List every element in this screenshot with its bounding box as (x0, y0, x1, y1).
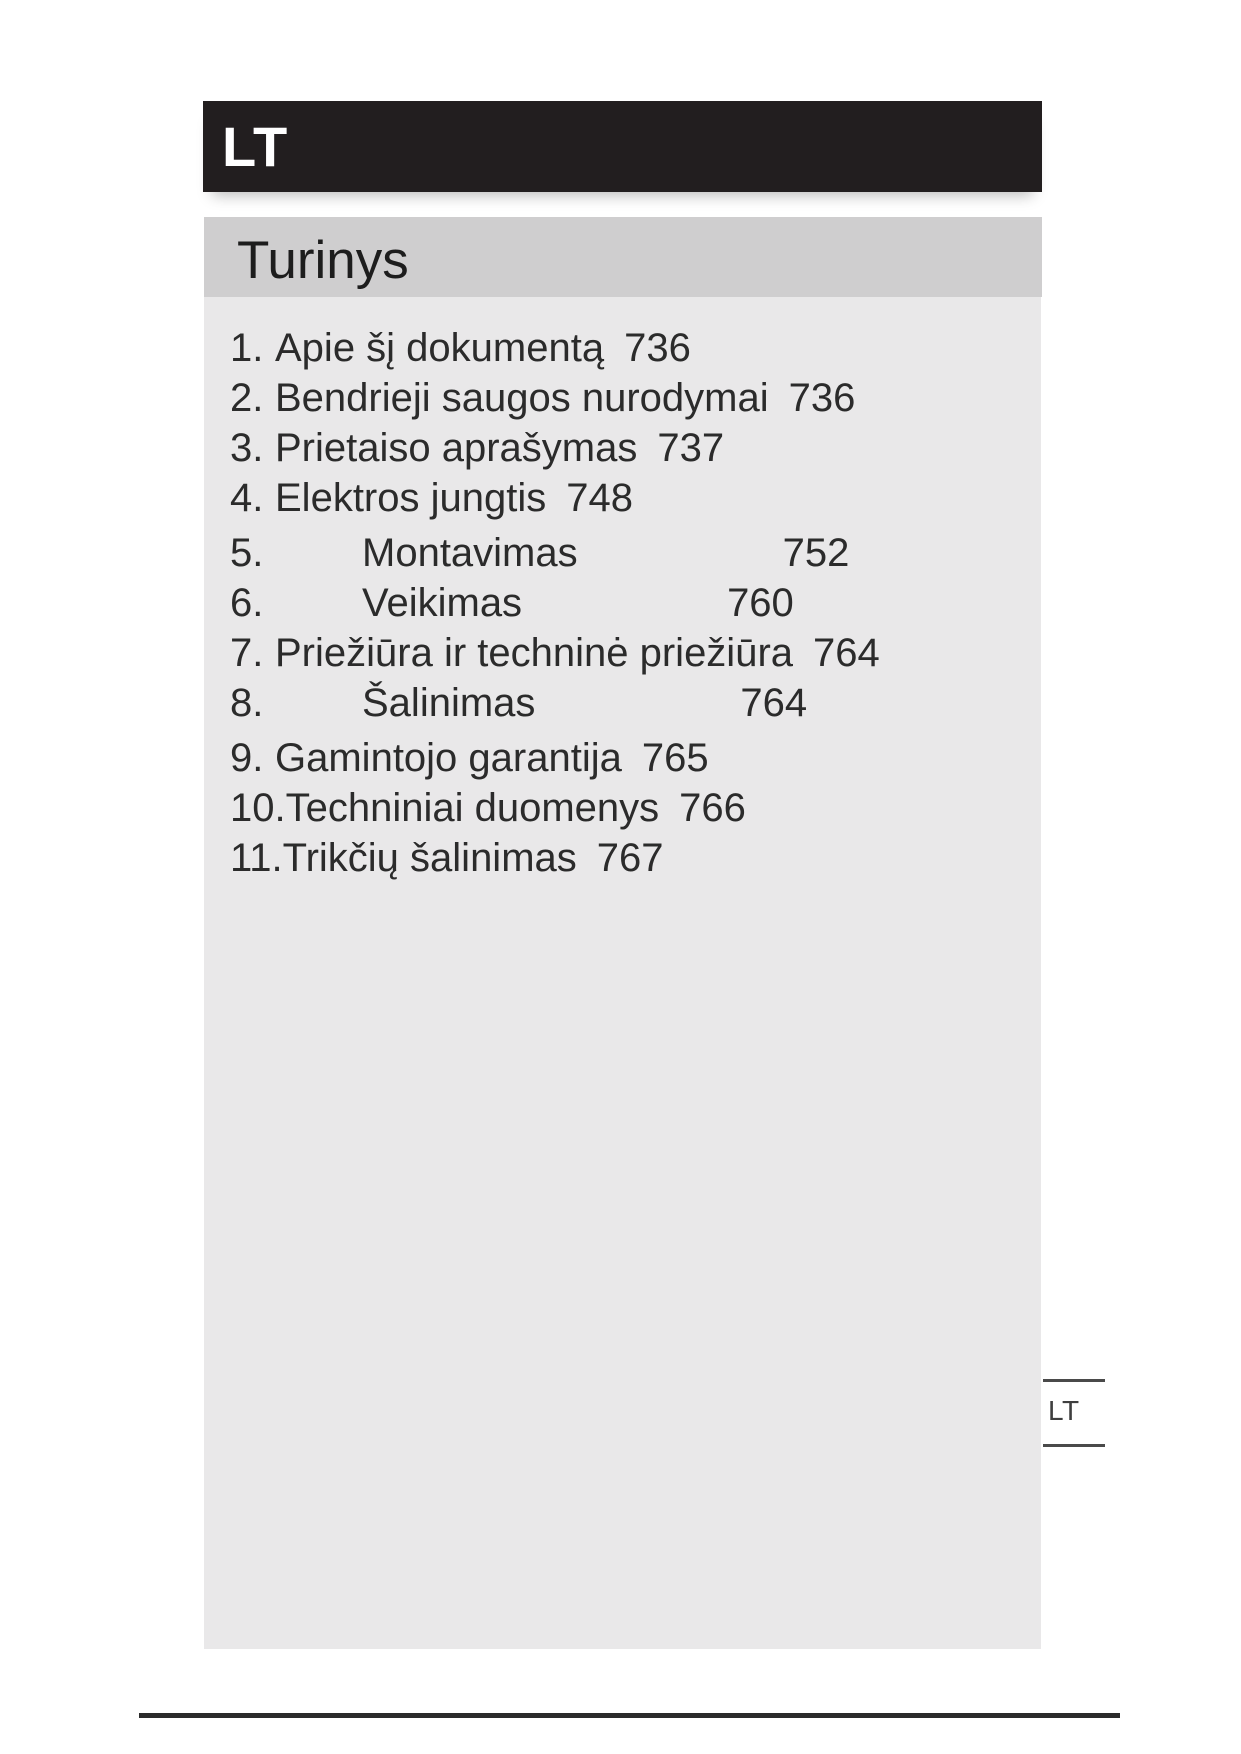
contents-header-band: Turinys (204, 217, 1042, 297)
toc-item-number: 6. (230, 581, 264, 625)
tab-top-rule (1043, 1379, 1105, 1382)
page-edge-tab: LT (1043, 1379, 1105, 1447)
toc-item: 11. Trikčių šalinimas 767 (230, 833, 1041, 883)
toc-item-page: 752 (782, 531, 850, 575)
toc-item-number: 7. (230, 631, 264, 675)
language-header-bar: LT (203, 101, 1042, 192)
tab-bottom-rule (1043, 1444, 1105, 1447)
toc-item-number: 5. (230, 531, 264, 575)
toc-item-page: 748 (566, 476, 633, 520)
toc-item-title: Bendrieji saugos nurodymai (275, 376, 769, 420)
toc-item-page: 736 (788, 376, 856, 420)
toc-item-title: Prietaiso aprašymas (275, 426, 638, 470)
toc-item-title: Montavimas (362, 531, 578, 575)
page-bottom-divider (139, 1713, 1120, 1718)
toc-item-title: Elektros jungtis (275, 476, 547, 520)
toc-item-number: 2. (230, 376, 264, 420)
toc-item: 9. Gamintojo garantija 765 (230, 733, 1041, 783)
toc-item-title: Veikimas (362, 581, 523, 625)
toc-item: 7. Priežiūra ir techninė priežiūra 764 (230, 628, 1041, 678)
toc-item-number: 10. (230, 786, 286, 830)
language-badge: LT (222, 114, 289, 178)
toc-item-title: Apie šį dokumentą (275, 326, 605, 370)
toc-item-number: 8. (230, 681, 264, 725)
toc-item-number: 4. (230, 476, 264, 520)
table-of-contents: 1. Apie šį dokumentą 736 2. Bendrieji sa… (204, 297, 1041, 1649)
toc-item-page: 767 (596, 836, 664, 880)
toc-item-page: 737 (657, 426, 725, 470)
toc-item-number: 1. (230, 326, 264, 370)
toc-item: 10. Techniniai duomenys 766 (230, 783, 1041, 833)
toc-item-title: Trikčių šalinimas (282, 836, 577, 880)
tab-language-label: LT (1048, 1395, 1080, 1426)
toc-item-title: Priežiūra ir techninė priežiūra (275, 631, 794, 675)
toc-item: 3. Prietaiso aprašymas 737 (230, 423, 1041, 473)
toc-item-title: Gamintojo garantija (275, 736, 622, 780)
toc-item-page: 764 (813, 631, 880, 675)
toc-item: 1. Apie šį dokumentą 736 (230, 323, 1041, 373)
toc-item-page: 736 (624, 326, 691, 370)
toc-item-number: 9. (230, 736, 264, 780)
toc-item-page: 766 (679, 786, 746, 830)
toc-item-title: Šalinimas (362, 681, 536, 725)
toc-item-number: 11. (230, 836, 283, 880)
toc-item-page: 764 (740, 681, 808, 725)
toc-item-number: 3. (230, 426, 264, 470)
toc-item-title: Techniniai duomenys (285, 786, 660, 830)
toc-item: 5. Montavimas 752 (230, 528, 1041, 578)
toc-item: 2. Bendrieji saugos nurodymai 736 (230, 373, 1041, 423)
toc-item: 8. Šalinimas 764 (230, 678, 1041, 728)
page-title: Turinys (237, 230, 409, 290)
toc-item: 4. Elektros jungtis 748 (230, 473, 1041, 523)
toc-item-page: 765 (641, 736, 709, 780)
toc-item: 6. Veikimas 760 (230, 578, 1041, 628)
toc-item-page: 760 (727, 581, 794, 625)
